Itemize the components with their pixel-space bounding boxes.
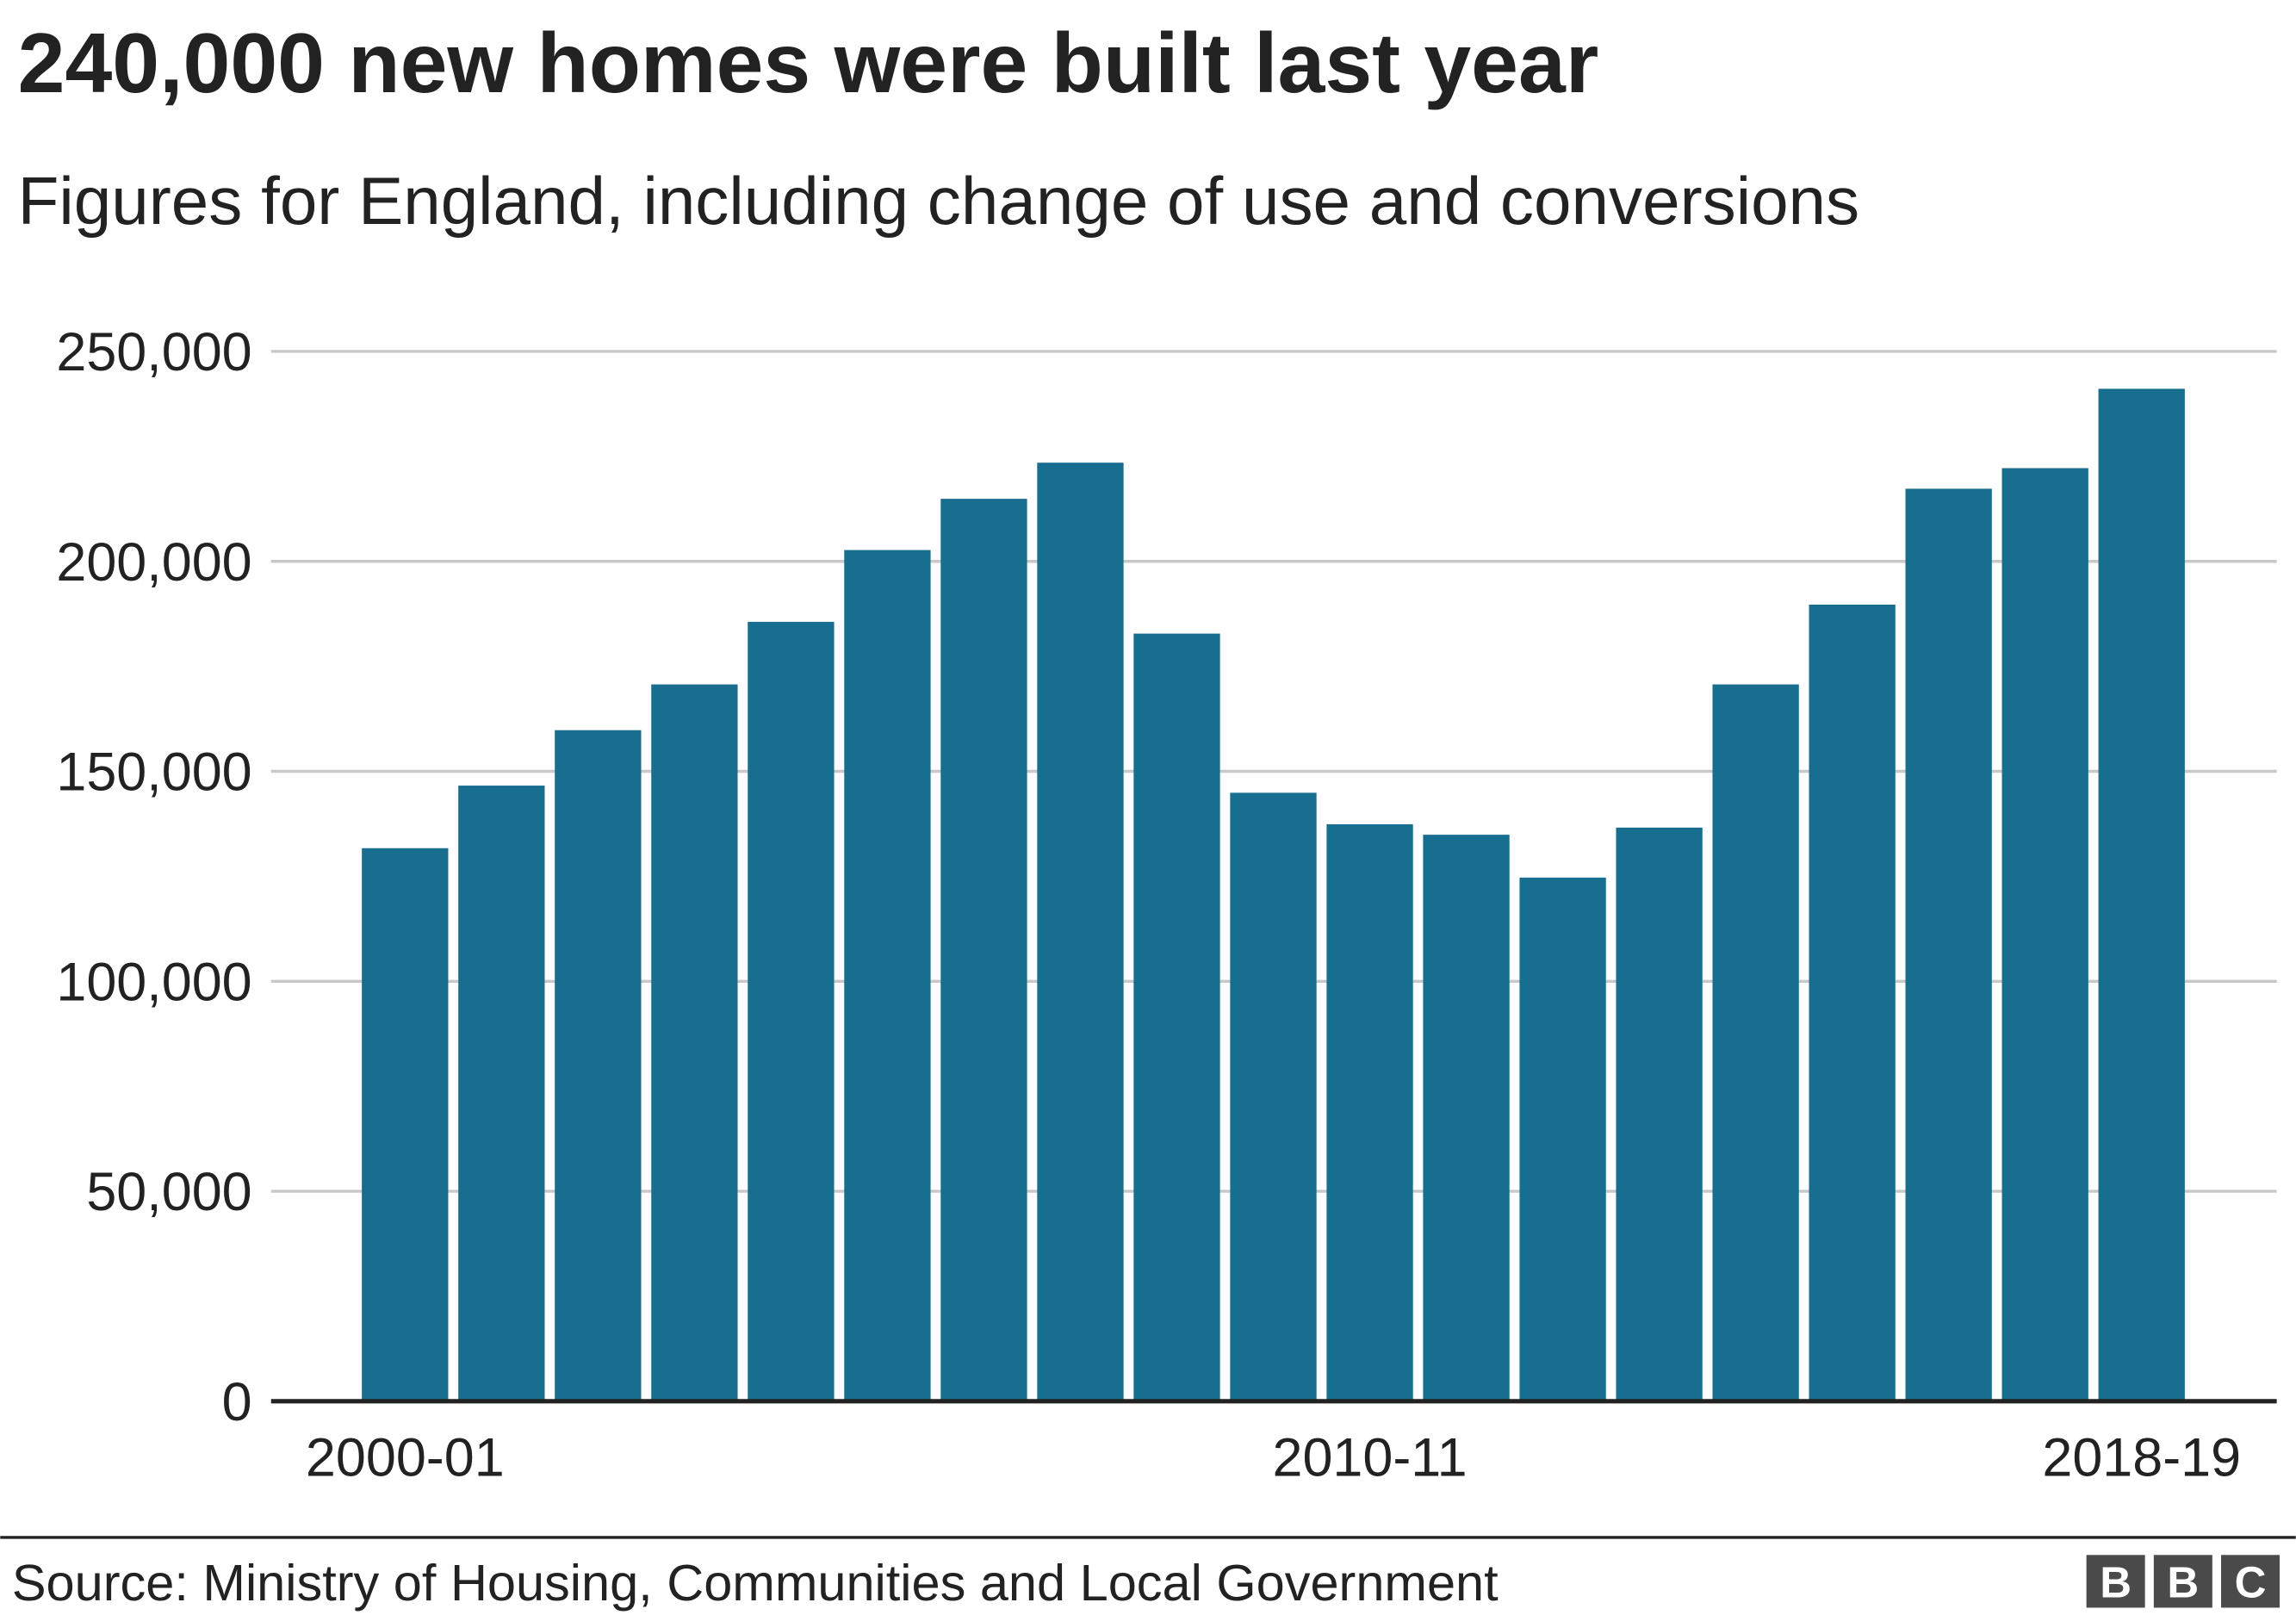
bar-2007-08 [1037,463,1124,1401]
bar-2010-11 [1326,823,1413,1401]
bar-2011-12 [1423,835,1510,1401]
x-axis-ticks: 2000-01 2010-11 2018-19 [306,1428,2241,1488]
y-axis-ticks: 0 50,000 100,000 150,000 200,000 250,000 [56,322,251,1432]
bar-2001-02 [458,786,545,1401]
bar-2015-16 [1809,604,1896,1401]
bbc-logo-letter: B [2100,1558,2132,1607]
x-tick-label: 2000-01 [306,1428,505,1488]
y-tick-label: 0 [222,1372,252,1432]
bars [362,388,2185,1401]
bbc-logo-box [2086,1555,2145,1608]
bar-2018-19 [2098,388,2185,1401]
bar-2016-17 [1905,488,1992,1401]
bar-2002-03 [555,730,642,1401]
y-tick-label: 50,000 [86,1162,251,1222]
bar-2000-01 [362,848,449,1401]
bar-2017-18 [2001,468,2088,1401]
y-tick-label: 200,000 [56,532,251,593]
chart-title: 240,000 new homes were built last year [18,16,1599,110]
bbc-logo-box [2221,1555,2280,1608]
bar-2009-10 [1230,792,1317,1401]
bar-2005-06 [844,550,931,1401]
bar-2012-13 [1519,877,1606,1401]
bar-2008-09 [1133,633,1220,1401]
bbc-logo-box [2153,1555,2212,1608]
bar-2013-14 [1616,827,1703,1401]
y-tick-label: 150,000 [56,742,251,803]
bar-2004-05 [748,621,835,1401]
bar-2006-07 [940,499,1027,1401]
bar-2003-04 [651,684,738,1401]
y-tick-label: 100,000 [56,952,251,1012]
bar-2014-15 [1712,684,1799,1401]
chart-subtitle: Figures for England, including change of… [18,163,1859,239]
x-tick-label: 2010-11 [1272,1428,1467,1488]
bbc-logo-letter: B [2167,1558,2199,1607]
x-tick-label: 2018-19 [2042,1428,2241,1488]
bbc-logo-letter: C [2235,1558,2267,1607]
source-text: Source: Ministry of Housing, Communities… [12,1554,1499,1612]
y-tick-label: 250,000 [56,322,251,382]
